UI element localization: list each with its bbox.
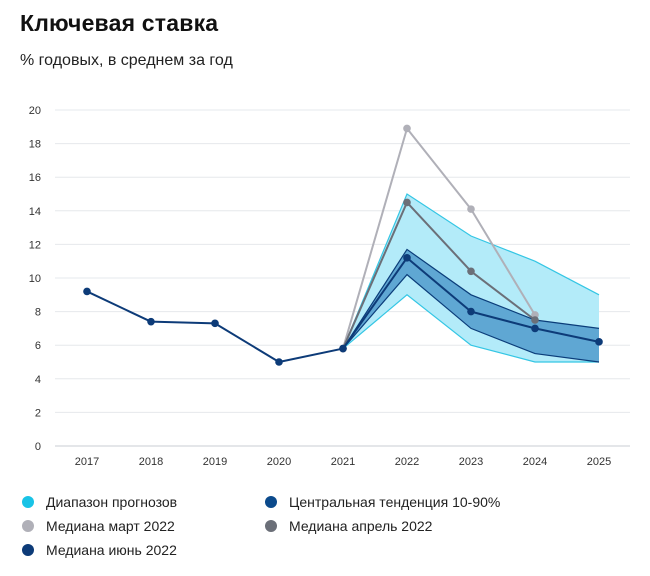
data-point [595,338,603,346]
y-tick-label: 10 [29,273,41,285]
data-point [403,124,411,133]
data-point [467,267,475,276]
data-point [147,317,155,326]
x-tick-label: 2019 [203,456,227,468]
y-tick-label: 18 [29,139,41,151]
band-lower-edge [342,273,600,363]
band-lower-edge [342,294,599,363]
data-point [531,324,539,333]
data-point [467,307,475,316]
x-tick-label: 2021 [331,456,355,468]
data-point [275,358,283,366]
data-point [403,198,411,207]
y-tick-label: 2 [35,407,41,419]
data-point [467,205,475,213]
grid-lines [55,109,630,447]
y-tick-label: 14 [29,206,41,218]
data-point [531,316,539,324]
band-upper-edge [342,248,600,349]
y-tick-label: 8 [35,307,41,319]
y-tick-label: 0 [35,441,41,453]
x-tick-label: 2024 [523,456,547,468]
x-tick-label: 2025 [587,456,611,468]
x-tick-label: 2020 [267,456,291,468]
data-point [403,254,411,262]
chart-subtitle: % годовых, в среднем за год [20,52,233,69]
band-upper-edge [342,193,600,349]
x-tick-label: 2018 [139,456,163,468]
x-tick-label: 2023 [459,456,483,468]
y-tick-label: 12 [29,239,41,251]
y-tick-label: 6 [35,340,41,352]
data-point [83,287,91,296]
axis-ticks: 0 2 4 6 8 10 12 14 16 18 20 2017 2018 2019 2020 2021 202… [29,105,611,468]
x-tick-label: 2017 [75,456,99,468]
y-tick-label: 4 [35,374,41,386]
series-lines [83,124,603,366]
series-line-0 [342,127,536,349]
x-tick-label: 2022 [395,456,419,468]
data-point [339,344,347,353]
y-tick-label: 20 [29,105,41,117]
central-tendency-band [343,249,599,362]
chart-title: Ключевая ставка [20,10,219,36]
series-line-1 [342,201,536,349]
data-point [211,319,219,328]
y-tick-label: 16 [29,172,41,184]
